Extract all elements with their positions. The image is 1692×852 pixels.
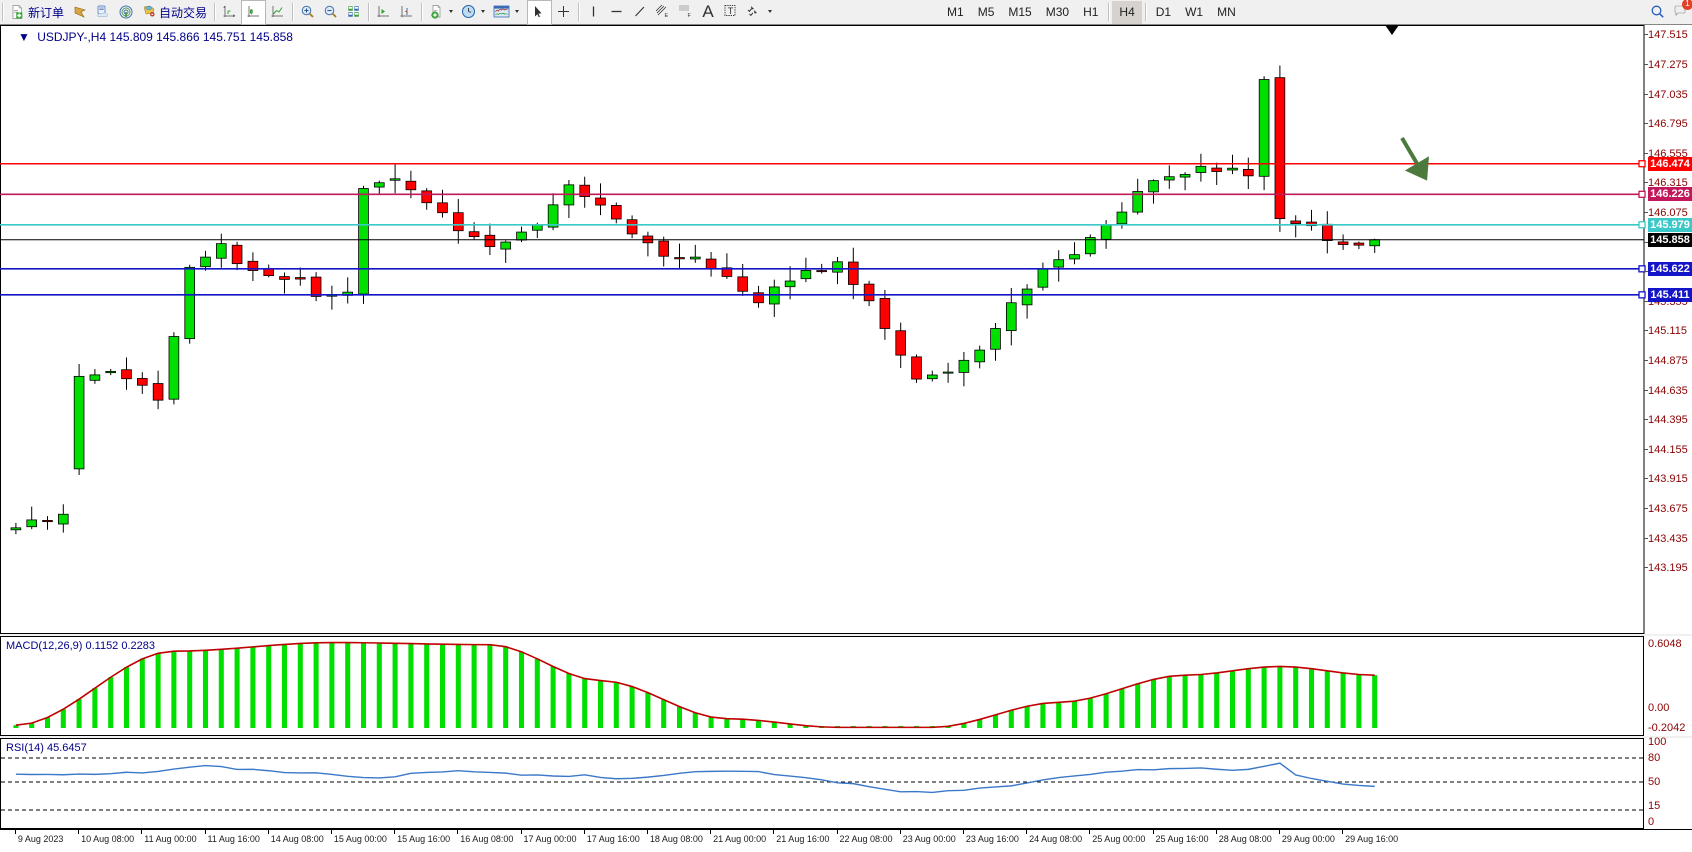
svg-text:F: F bbox=[687, 13, 691, 19]
svg-text:E: E bbox=[664, 13, 668, 19]
svg-text:T: T bbox=[727, 6, 733, 16]
